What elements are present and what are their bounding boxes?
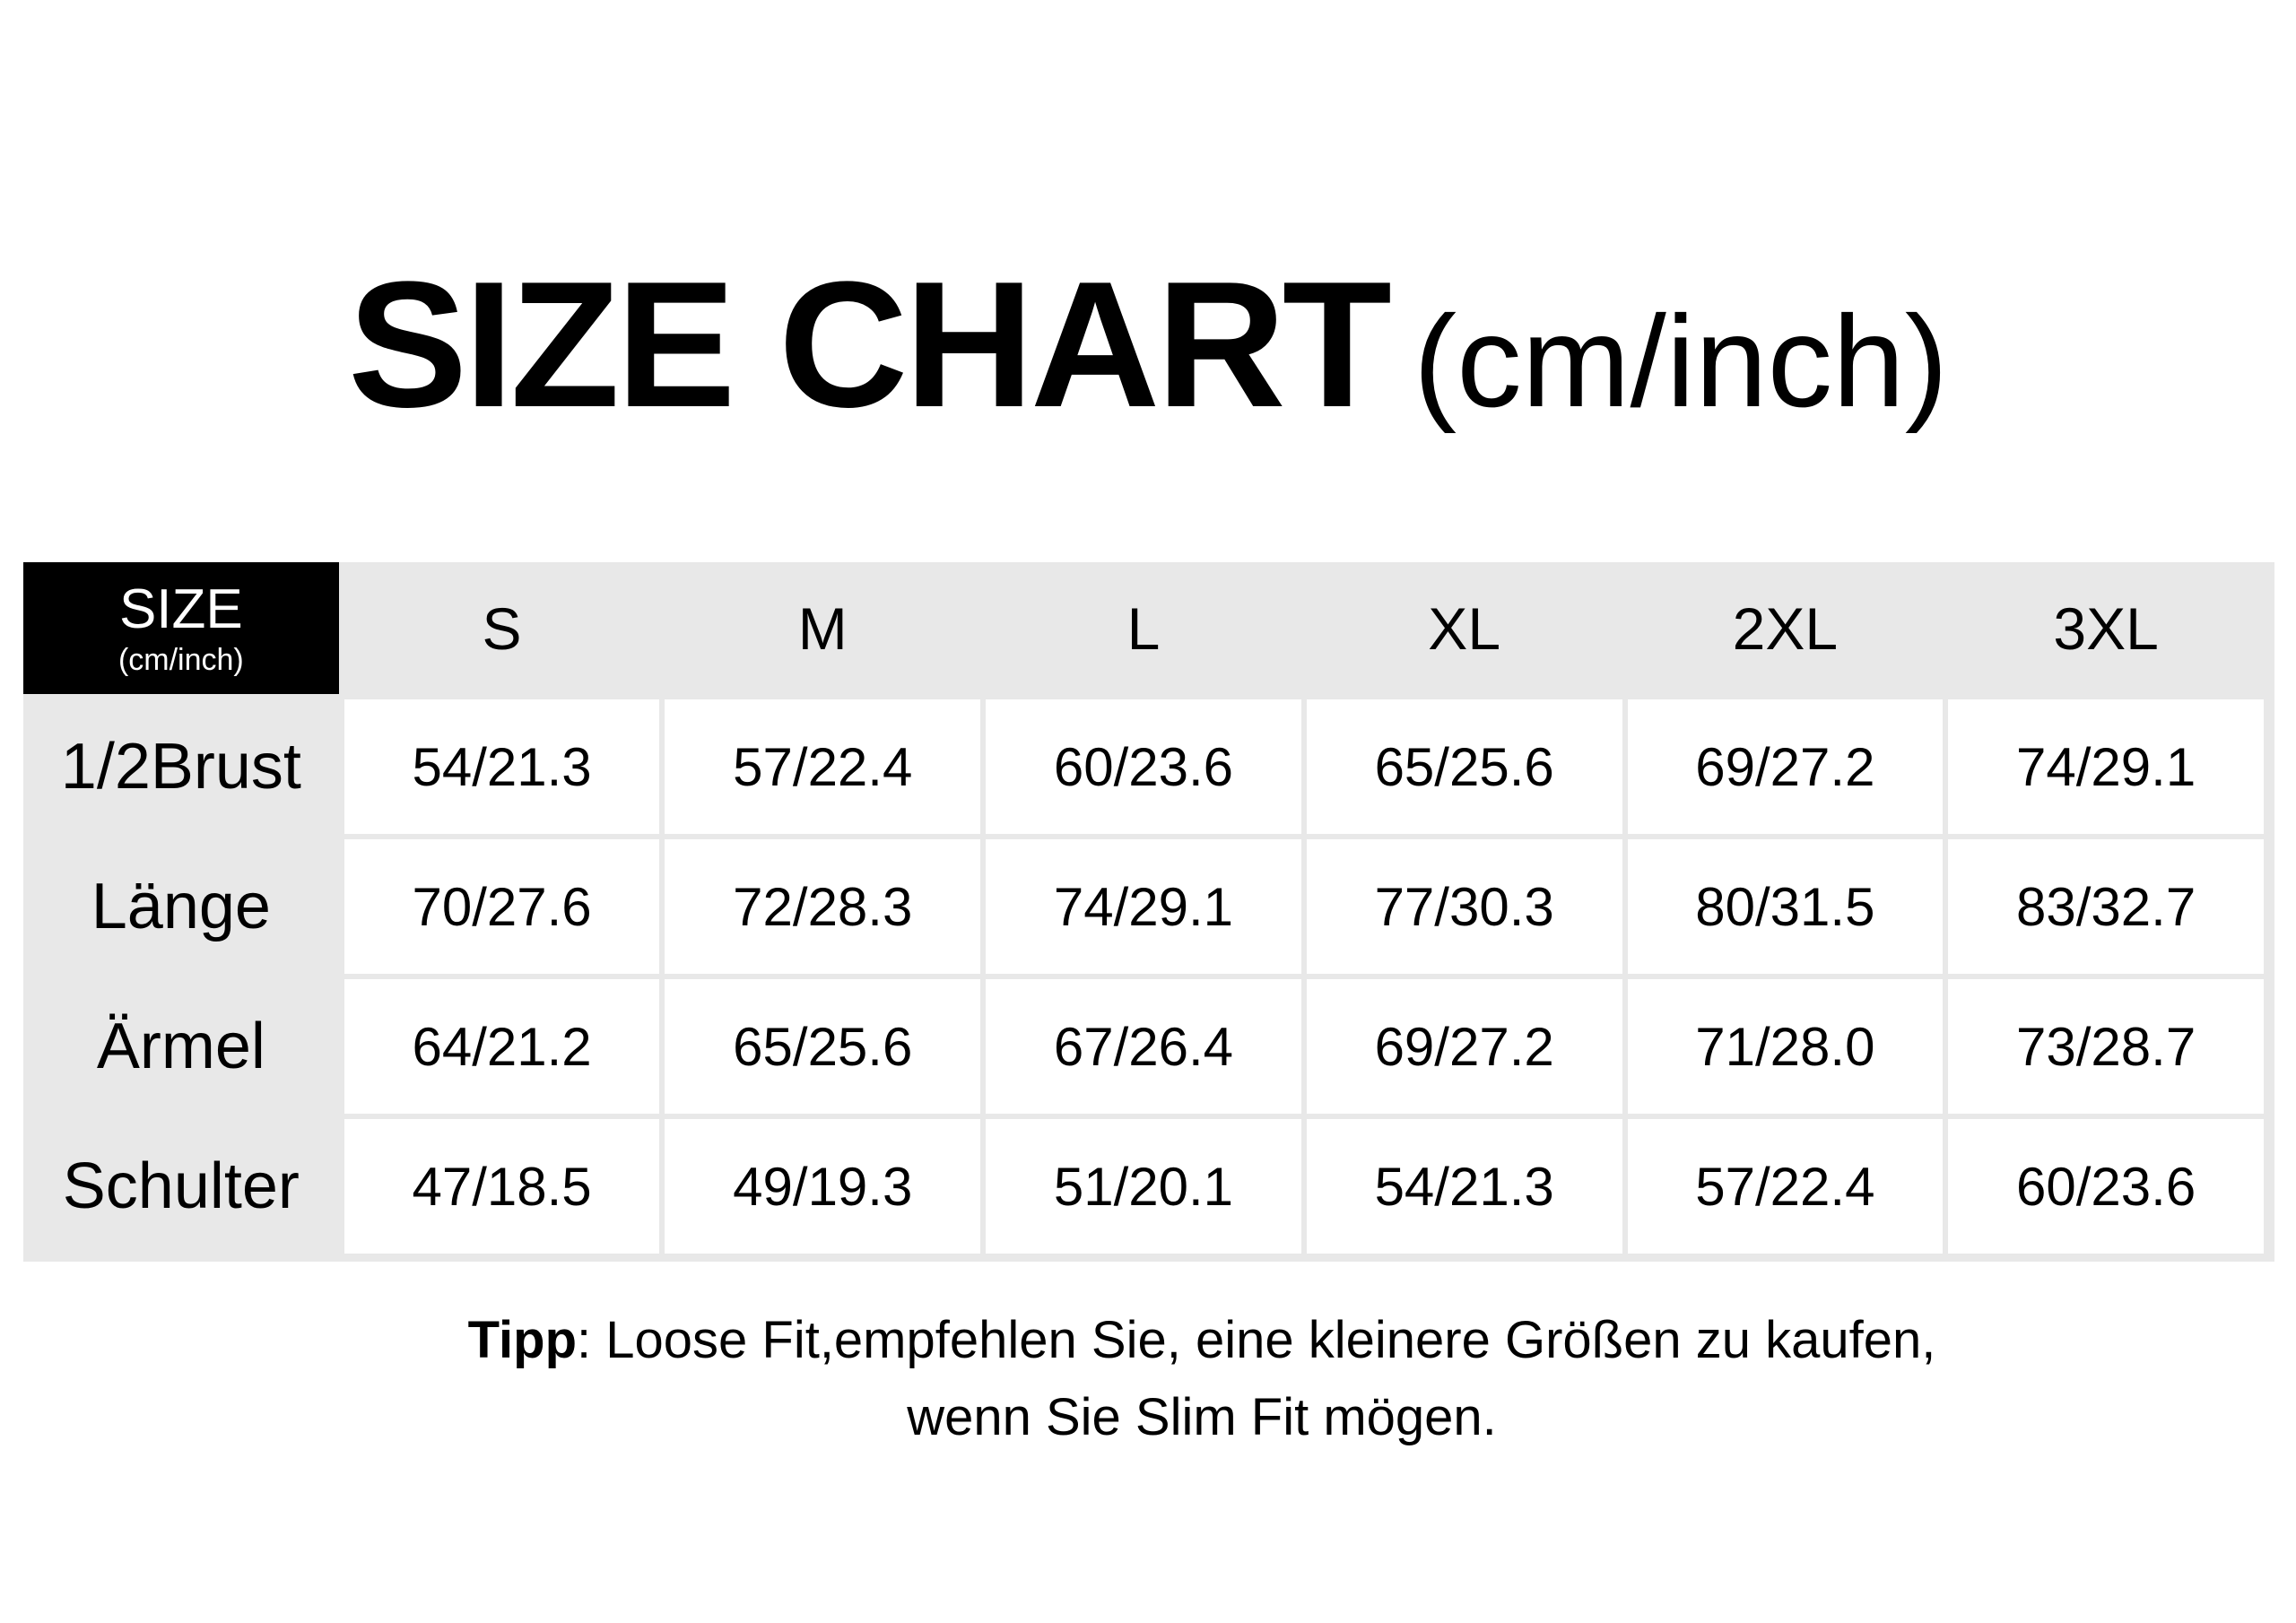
table-cell: 70/27.6	[344, 839, 660, 974]
title-main: SIZE CHART	[347, 245, 1392, 445]
table-cell: 77/30.3	[1306, 839, 1622, 974]
corner-cell: SIZE (cm/inch)	[23, 562, 339, 694]
table-cell: 57/22.4	[1627, 1119, 1944, 1254]
size-header-s: S	[344, 562, 660, 694]
row-label: Schulter	[23, 1119, 339, 1254]
page-title: SIZE CHART (cm/inch)	[0, 256, 2296, 435]
table-cell: 57/22.4	[665, 699, 981, 834]
size-header-l: L	[986, 562, 1301, 694]
table-cell: 67/26.4	[986, 979, 1301, 1114]
corner-label: SIZE	[118, 577, 243, 640]
table-cell: 80/31.5	[1627, 839, 1944, 974]
row-label: Länge	[23, 839, 339, 974]
table-cell: 72/28.3	[665, 839, 981, 974]
table-cell: 69/27.2	[1627, 699, 1944, 834]
size-header-3xl: 3XL	[1948, 562, 2264, 694]
row-label: Ärmel	[23, 979, 339, 1114]
table-cell: 64/21.2	[344, 979, 660, 1114]
table-cell: 47/18.5	[344, 1119, 660, 1254]
table-cell: 54/21.3	[1306, 1119, 1622, 1254]
table-cell: 60/23.6	[986, 699, 1301, 834]
row-label: 1/2Brust	[23, 699, 339, 834]
tip-line-2: wenn Sie Slim Fit mögen.	[907, 1388, 1497, 1446]
title-unit: (cm/inch)	[1413, 289, 1949, 434]
table-cell: 71/28.0	[1627, 979, 1944, 1114]
size-header-m: M	[665, 562, 981, 694]
size-table: SIZE (cm/inch) S M L XL 2XL 3XL 1/2Brust…	[18, 557, 2269, 1259]
table-row-brust: 1/2Brust 54/21.3 57/22.4 60/23.6 65/25.6…	[23, 699, 2264, 834]
table-row-laenge: Länge 70/27.6 72/28.3 74/29.1 77/30.3 80…	[23, 839, 2264, 974]
tip-line-1: Tipp: Loose Fit,empfehlen Sie, eine klei…	[0, 1302, 2296, 1379]
table-row-aermel: Ärmel 64/21.2 65/25.6 67/26.4 69/27.2 71…	[23, 979, 2264, 1114]
tip-note: Tipp: Loose Fit,empfehlen Sie, eine klei…	[0, 1302, 2296, 1456]
table-cell: 74/29.1	[986, 839, 1301, 974]
tip-label: Tipp	[467, 1311, 578, 1369]
table-cell: 65/25.6	[1306, 699, 1622, 834]
table-cell: 65/25.6	[665, 979, 981, 1114]
table-cell: 49/19.3	[665, 1119, 981, 1254]
table-cell: 74/29.1	[1948, 699, 2264, 834]
table-cell: 73/28.7	[1948, 979, 2264, 1114]
table-cell: 54/21.3	[344, 699, 660, 834]
tip-text-1: : Loose Fit,empfehlen Sie, eine kleinere…	[577, 1311, 1936, 1369]
corner-sublabel: (cm/inch)	[117, 642, 244, 677]
size-header-xl: XL	[1306, 562, 1622, 694]
table-row-schulter: Schulter 47/18.5 49/19.3 51/20.1 54/21.3…	[23, 1119, 2264, 1254]
table-cell: 69/27.2	[1306, 979, 1622, 1114]
table-cell: 51/20.1	[986, 1119, 1301, 1254]
table-cell: 83/32.7	[1948, 839, 2264, 974]
table-cell: 60/23.6	[1948, 1119, 2264, 1254]
size-header-2xl: 2XL	[1627, 562, 1944, 694]
table-header-row: SIZE (cm/inch) S M L XL 2XL 3XL	[23, 562, 2264, 694]
